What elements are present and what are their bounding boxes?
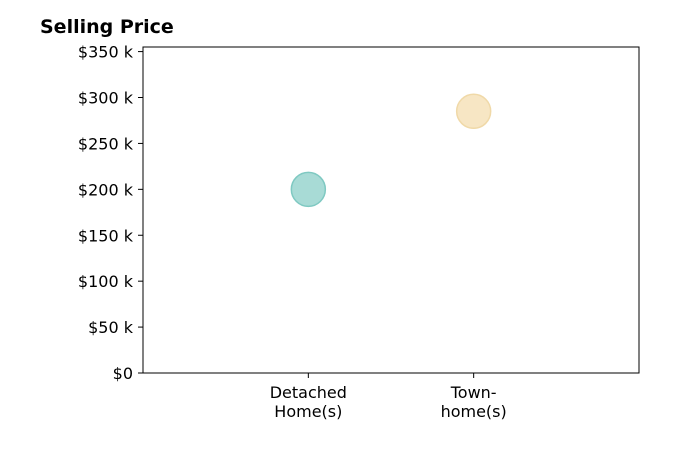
- y-tick-label: $250 k: [78, 134, 134, 153]
- x-tick-label-line: home(s): [441, 402, 507, 421]
- data-points: [290, 93, 492, 208]
- chart-title: Selling Price: [40, 16, 174, 38]
- x-tick-label-line: Home(s): [274, 402, 342, 421]
- x-tick-label: Detached Home(s): [270, 383, 347, 421]
- x-tick-label: Town-home(s): [441, 383, 507, 421]
- y-tick-label: $0: [113, 364, 133, 383]
- plot-area: [142, 46, 640, 374]
- y-tick-label: $350 k: [78, 43, 134, 62]
- y-tick-label: $50 k: [88, 318, 134, 337]
- y-axis: $0 $50 k $100 k $150 k $200 k $250 k $300 k $35…: [78, 43, 143, 383]
- x-axis: Detached Home(s) Town-home(s): [270, 373, 507, 421]
- y-tick-label: $100 k: [78, 272, 134, 291]
- x-tick-label-line: Detached: [270, 383, 347, 402]
- y-tick-label: $150 k: [78, 226, 134, 245]
- data-point: [290, 171, 327, 208]
- x-tick-label-line: Town-: [450, 383, 497, 402]
- y-tick-label: $200 k: [78, 180, 134, 199]
- y-tick-label: $300 k: [78, 89, 134, 108]
- data-point: [455, 93, 492, 130]
